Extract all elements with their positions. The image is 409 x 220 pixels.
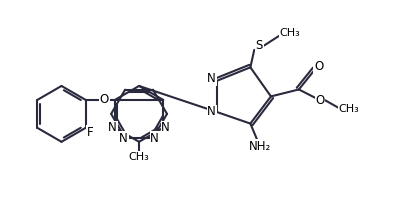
Text: CH₃: CH₃ xyxy=(279,28,299,38)
Text: CH₃: CH₃ xyxy=(128,152,149,161)
Text: F: F xyxy=(87,126,93,139)
Text: N: N xyxy=(207,105,216,118)
Text: NH₂: NH₂ xyxy=(249,139,271,152)
Text: S: S xyxy=(255,39,262,52)
Text: N: N xyxy=(150,132,159,145)
Text: O: O xyxy=(313,60,322,73)
Text: O: O xyxy=(99,94,109,106)
Text: CH₃: CH₃ xyxy=(338,104,358,114)
Text: N: N xyxy=(108,121,117,134)
Text: N: N xyxy=(161,121,170,134)
Text: O: O xyxy=(315,94,324,107)
Text: N: N xyxy=(119,132,128,145)
Text: N: N xyxy=(207,72,216,86)
